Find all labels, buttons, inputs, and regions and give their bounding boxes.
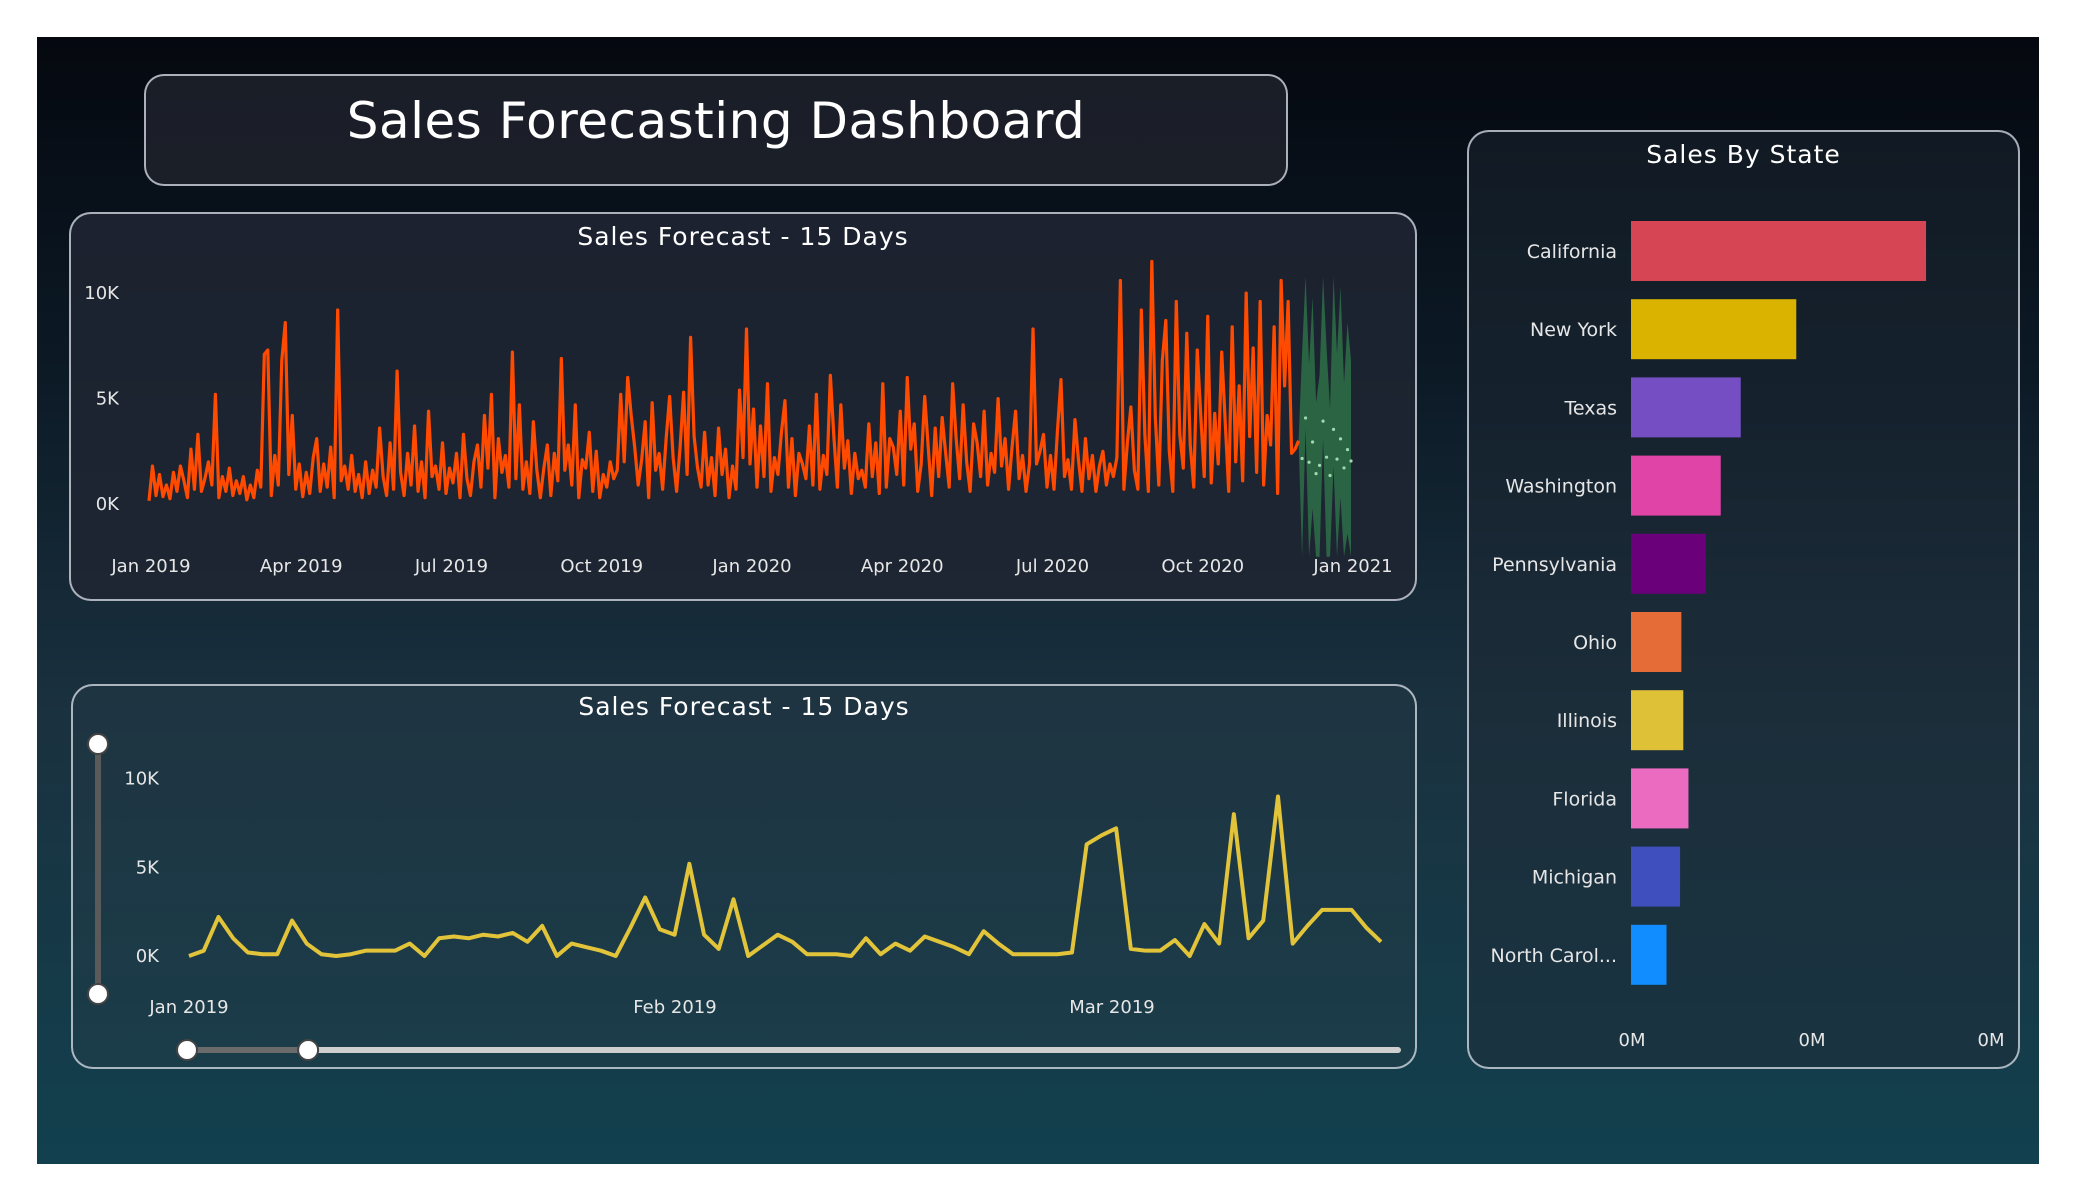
- y-zoom-slider-bottom-handle[interactable]: [87, 983, 109, 1005]
- state-bar[interactable]: [1631, 612, 1682, 672]
- x-tick-label: Jul 2019: [414, 556, 488, 577]
- forecast-point: [1338, 437, 1343, 441]
- state-bar[interactable]: [1631, 768, 1689, 829]
- state-bar[interactable]: [1631, 924, 1667, 985]
- forecast-point: [1324, 455, 1329, 459]
- state-bar[interactable]: [1631, 221, 1927, 281]
- y-tick-label: 0K: [96, 494, 120, 515]
- forecast-chart-bottom[interactable]: Sales Forecast - 15 Days 0K 5K 10K Jan 2019…: [71, 684, 1417, 1069]
- sales-series-line: [147, 259, 1301, 502]
- forecast-point: [1317, 463, 1322, 468]
- x-tick-label: Apr 2020: [861, 556, 944, 577]
- state-label: Michigan: [1532, 867, 1617, 889]
- y-tick-label: 10K: [84, 283, 120, 304]
- forecast-chart-bottom-title: Sales Forecast - 15 Days: [578, 692, 910, 721]
- sales-by-state-title: Sales By State: [1646, 140, 1841, 169]
- forecast-point: [1342, 466, 1346, 470]
- date-range-slider-end-handle[interactable]: [297, 1039, 320, 1061]
- forecast-point: [1345, 447, 1350, 452]
- state-bar[interactable]: [1631, 846, 1681, 907]
- x-tick-label: Mar 2019: [1069, 997, 1155, 1018]
- sales-by-state-chart[interactable]: Sales By State California New York Texas Wa…: [1467, 130, 2020, 1069]
- y-zoom-slider-top-handle[interactable]: [87, 733, 109, 755]
- date-range-slider-start-handle[interactable]: [176, 1039, 198, 1061]
- y-tick-label: 10K: [124, 769, 160, 790]
- state-label: Ohio: [1573, 632, 1617, 654]
- forecast-point: [1331, 427, 1336, 431]
- forecast-chart-top[interactable]: Sales Forecast - 15 Days 0K 5K 10K Jan 2019…: [69, 212, 1417, 601]
- forecast-point: [1307, 460, 1311, 464]
- forecast-point: [1335, 457, 1339, 461]
- x-tick-label: 0M: [1619, 1030, 1646, 1051]
- state-label: Illinois: [1557, 710, 1617, 732]
- state-label: Washington: [1505, 476, 1617, 498]
- state-label: California: [1527, 241, 1617, 263]
- state-label: North Carol...: [1490, 945, 1617, 967]
- state-bar[interactable]: [1631, 299, 1797, 360]
- dashboard-canvas: Sales Forecasting Dashboard Sales Foreca…: [37, 37, 2039, 1164]
- forecast-point: [1310, 440, 1315, 444]
- x-tick-label: Jan 2020: [711, 556, 791, 577]
- state-bar[interactable]: [1631, 533, 1706, 594]
- forecast-chart-top-title: Sales Forecast - 15 Days: [577, 222, 909, 251]
- forecast-point: [1349, 459, 1353, 463]
- forecast-chart-bottom-plot[interactable]: 0K 5K 10K Jan 2019 Feb 2019 Mar 2019: [73, 686, 1415, 1067]
- x-tick-label: Apr 2019: [260, 556, 343, 577]
- state-bar[interactable]: [1631, 455, 1721, 516]
- title-panel: Sales Forecasting Dashboard: [144, 74, 1288, 186]
- x-tick-label: 0M: [1978, 1030, 2005, 1051]
- state-bar[interactable]: [1631, 690, 1684, 751]
- forecast-point: [1300, 456, 1304, 461]
- state-label: Pennsylvania: [1492, 554, 1617, 576]
- y-tick-label: 0K: [136, 946, 160, 967]
- forecast-confidence-band: [1298, 276, 1351, 557]
- x-tick-label: Feb 2019: [633, 997, 716, 1018]
- x-tick-label: Jan 2021: [1312, 556, 1392, 577]
- state-label: Florida: [1552, 788, 1617, 810]
- x-tick-label: Oct 2020: [1161, 556, 1244, 577]
- y-tick-label: 5K: [96, 389, 120, 410]
- state-label: Texas: [1563, 397, 1617, 419]
- forecast-point: [1303, 416, 1308, 420]
- forecast-chart-top-plot[interactable]: 0K 5K 10K Jan 2019 Apr 2019 Jul 2019 Oct 2019 J…: [71, 214, 1415, 599]
- forecast-point: [1328, 473, 1332, 478]
- y-tick-label: 5K: [136, 857, 160, 878]
- dashboard-title: Sales Forecasting Dashboard: [346, 92, 1086, 150]
- x-tick-label: Jan 2019: [148, 997, 228, 1018]
- forecast-point: [1321, 419, 1325, 423]
- x-tick-label: 0M: [1799, 1030, 1826, 1051]
- state-bar[interactable]: [1631, 377, 1741, 438]
- sales-zoom-line: [188, 794, 1383, 958]
- sales-by-state-plot[interactable]: California New York Texas Washington Pennsyl…: [1469, 132, 2018, 1067]
- state-label: New York: [1530, 319, 1617, 341]
- x-tick-label: Oct 2019: [560, 556, 643, 577]
- forecast-point: [1314, 472, 1318, 476]
- x-tick-label: Jan 2019: [110, 556, 190, 577]
- x-tick-label: Jul 2020: [1015, 556, 1089, 577]
